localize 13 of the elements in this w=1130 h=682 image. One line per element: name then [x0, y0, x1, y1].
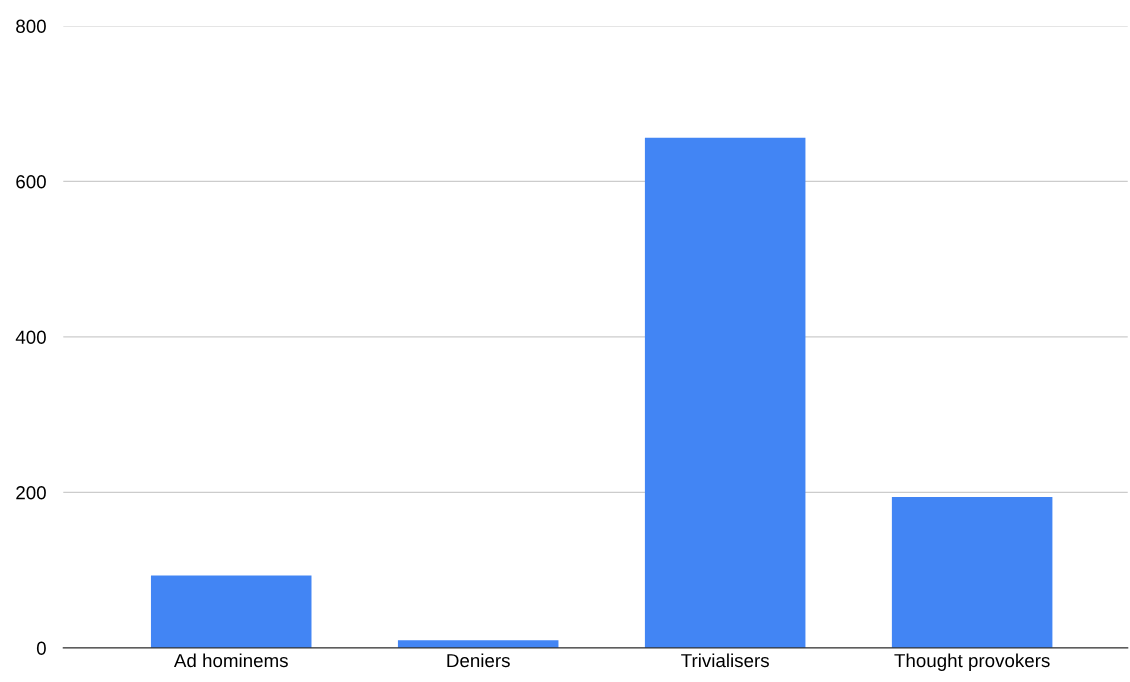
y-tick-label: 400	[15, 330, 46, 344]
bar	[150, 575, 312, 648]
x-tick-label: Trivialisers	[681, 653, 769, 668]
x-tick-label: Deniers	[447, 653, 510, 668]
y-tick-label: 600	[16, 175, 46, 189]
x-tick-label: Thought provokers	[894, 653, 1050, 671]
x-tick-label: Ad hominems	[173, 653, 288, 668]
bar	[891, 497, 1053, 648]
bar	[397, 640, 559, 648]
y-tick-label: 200	[16, 486, 46, 500]
bar	[644, 137, 806, 648]
y-tick-label: 0	[36, 641, 46, 655]
y-tick-label: 800	[16, 19, 46, 33]
